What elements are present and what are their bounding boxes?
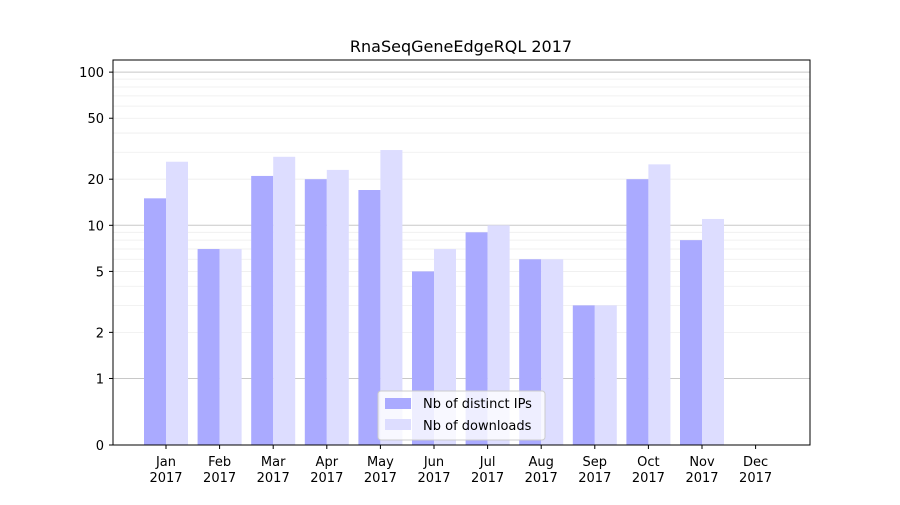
bar-downloads [219,249,242,445]
bar-distinct-ips [626,179,649,445]
chart-title: RnaSeqGeneEdgeRQL 2017 [350,37,572,56]
x-tick-label: Feb 2017 [203,455,236,486]
bar-downloads [326,169,349,446]
y-axis: 0 1 2 5 10 20 50 100 [79,66,113,454]
y-tick-label: 2 [96,326,104,341]
y-tick-label: 100 [79,66,104,81]
legend-label-distinct-ips: Nb of distinct IPs [423,397,532,412]
bar-downloads [541,259,564,445]
bar-downloads [702,218,724,445]
x-tick-label: Apr 2017 [310,455,343,486]
legend-swatch-distinct-ips [385,398,411,409]
x-tick-label: Jul 2017 [471,455,504,486]
bar-distinct-ips [197,249,220,445]
plot-frame [112,59,811,446]
legend-frame [377,390,546,441]
bar-distinct-ips [358,190,381,445]
legend: Nb of distinct IPs Nb of downloads [377,390,546,441]
bar-downloads [166,161,188,445]
x-tick-label: Oct 2017 [632,455,665,486]
bar-downloads [273,156,296,445]
y-tick-label: 10 [87,219,104,234]
legend-swatch-downloads [385,419,411,430]
x-tick-label: Jan 2017 [149,455,182,486]
x-tick-label: Aug 2017 [525,455,558,486]
bar-distinct-ips [251,175,274,446]
x-tick-label: Nov 2017 [685,455,718,486]
legend-label-downloads: Nb of downloads [423,419,532,434]
bar-distinct-ips [304,179,327,445]
bar-downloads [594,305,617,445]
bar-distinct-ips [572,305,595,445]
bar-downloads [380,150,403,445]
x-tick-label: Mar 2017 [257,455,290,486]
x-tick-label: Dec 2017 [739,455,772,486]
x-axis: Jan 2017 Feb 2017 Mar 2017 Apr 2017 May 2017 Jun 20… [149,445,772,486]
y-tick-label: 20 [87,173,104,188]
y-tick-label: 0 [96,439,104,454]
bar-distinct-ips [144,198,166,445]
y-tick-label: 50 [87,112,104,127]
x-tick-label: May 2017 [364,455,397,486]
x-tick-label: Sep 2017 [578,455,611,486]
y-tick-label: 1 [96,372,104,387]
x-tick-label: Jun 2017 [417,455,450,486]
bar-downloads [487,225,510,445]
bar-downloads [648,164,671,445]
bar-distinct-ips [680,240,702,445]
y-tick-label: 5 [96,265,104,280]
